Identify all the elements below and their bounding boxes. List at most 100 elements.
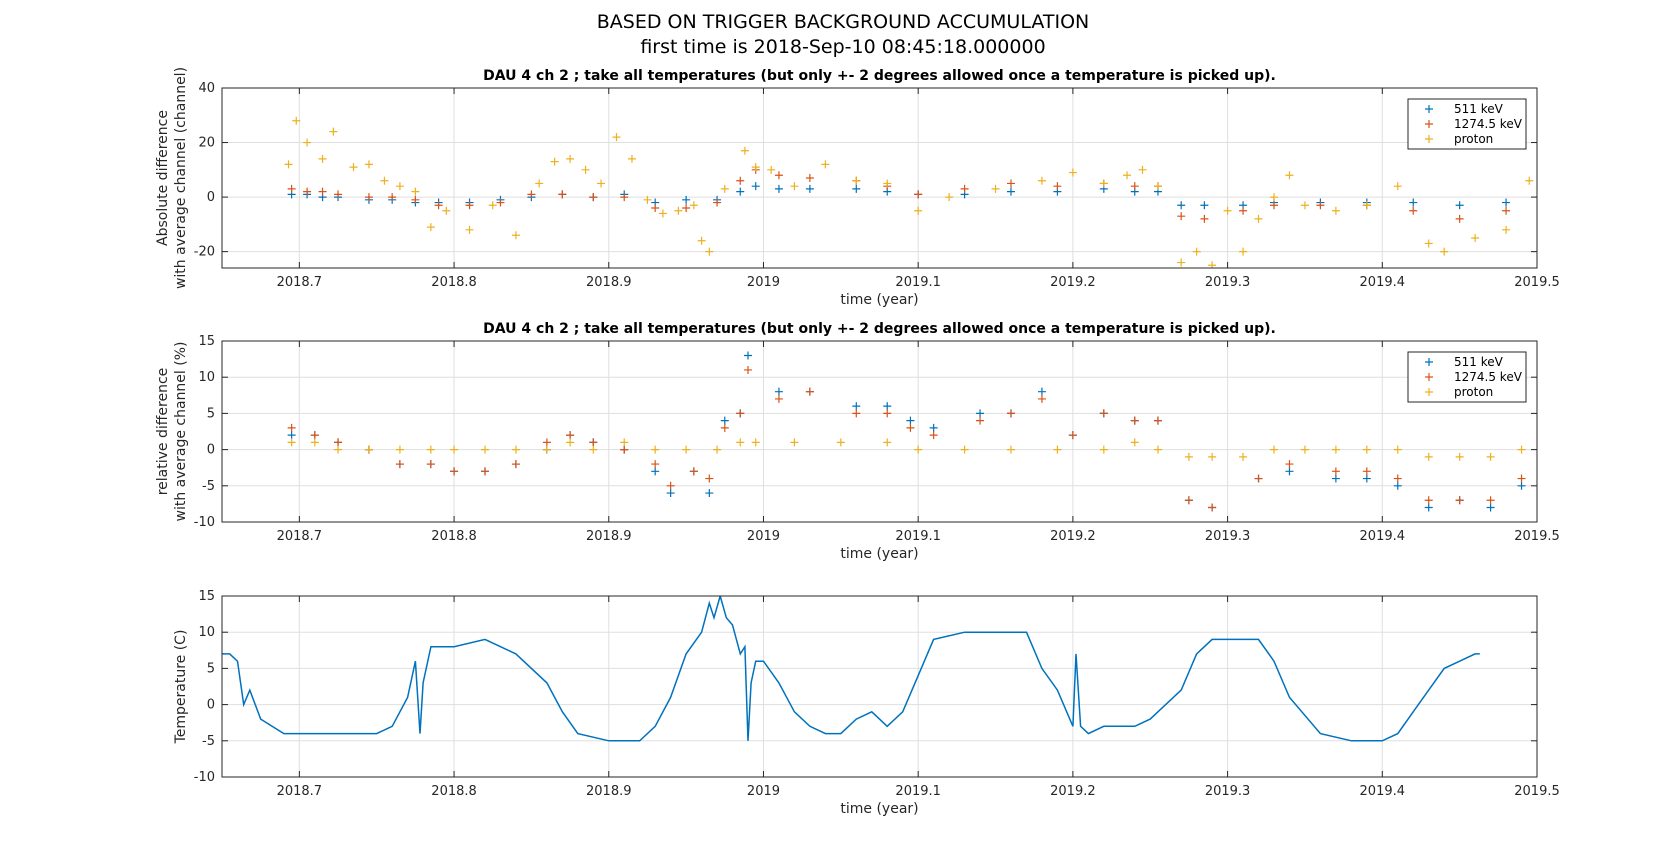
data-point [1424,239,1433,248]
x-tick-label: 2019.1 [895,275,941,290]
x-tick-label: 2019.4 [1360,275,1406,290]
data-point [1424,503,1433,512]
data-point [1208,503,1217,512]
y-tick-label: 0 [207,698,215,713]
data-point [1440,247,1449,256]
data-point [395,460,404,469]
data-point [1153,182,1162,191]
data-point [334,438,343,447]
data-point [612,133,621,142]
axes-box [221,595,1538,778]
data-point [713,198,722,207]
data-point [751,182,760,191]
data-point [411,187,420,196]
data-point [689,201,698,210]
series-2 [287,165,1511,223]
data-point [1099,179,1108,188]
data-point [388,193,397,202]
x-tick-label: 2018.9 [586,784,632,799]
legend-marker [1425,120,1433,128]
data-point [1331,445,1340,454]
data-point [1254,214,1263,223]
data-point [1486,496,1495,505]
figure-title-line2: first time is 2018-Sep-10 08:45:18.00000… [640,36,1045,58]
data-point [1517,445,1526,454]
data-point [1393,474,1402,483]
data-point [1099,445,1108,454]
data-point [960,184,969,193]
data-point [292,116,301,125]
data-point [481,445,489,454]
y-tick-label: 20 [198,136,215,151]
data-point [287,431,296,440]
data-point [643,195,652,204]
data-point [1068,431,1077,440]
x-tick-label: 2019.5 [1514,275,1560,290]
series-3 [287,438,1526,461]
series-1 [222,596,1480,742]
data-point [751,438,760,447]
data-point [1270,193,1278,202]
data-point [682,445,691,454]
data-point [434,201,443,210]
data-point [620,438,629,447]
legend-label: 1274.5 keV [1454,370,1523,384]
data-point [597,179,606,188]
y-tick-label: -10 [194,770,215,785]
x-tick-label: 2019.4 [1360,784,1406,799]
data-point [542,438,551,447]
data-point [465,225,474,234]
data-point [1053,182,1062,191]
data-point [1177,212,1186,221]
data-point [310,431,319,440]
data-point [1270,201,1278,210]
y-axis-label-line2: with average channel (%) [173,342,189,522]
panel-1: 2018.7 2018.8 2018.9 2019 2019.1 2019.2 2019.3… [155,67,1560,308]
data-point [287,423,296,432]
data-point [1362,467,1371,476]
data-point [284,160,293,169]
x-tick-label: 2018.8 [431,784,477,799]
data-point [511,445,520,454]
x-tick-label: 2019.2 [1050,529,1096,544]
data-point [329,127,338,136]
y-tick-label: 10 [198,625,215,640]
data-point [805,174,814,182]
data-point [751,163,760,172]
x-tick-label: 2019.5 [1514,784,1560,799]
legend-marker [1425,358,1433,366]
data-point [736,438,745,447]
y-tick-label: -5 [202,479,215,494]
data-point [1037,394,1046,403]
data-point [991,184,1000,193]
x-tick-label: 2019.2 [1050,784,1096,799]
data-point [442,206,451,215]
data-point [767,165,776,174]
panel-title: DAU 4 ch 2 ; take all temperatures (but … [483,68,1276,84]
plot-area [222,88,1537,268]
data-point [318,187,327,196]
data-point [1424,452,1433,461]
data-point [1200,214,1209,223]
x-tick-label: 2019.5 [1514,529,1560,544]
data-point [1177,201,1186,210]
data-point [465,201,474,210]
data-point [1053,445,1062,454]
data-point [1099,409,1108,418]
data-point [689,467,698,476]
data-point [805,184,814,193]
data-point [852,409,861,418]
data-point [1424,496,1433,505]
data-point [976,409,985,418]
x-tick-label: 2018.9 [586,529,632,544]
data-point [1270,445,1278,454]
legend-marker [1425,388,1433,396]
data-point [411,195,420,204]
data-point [1192,247,1201,256]
data-point [960,445,969,454]
data-point [651,204,660,212]
data-point [1285,460,1294,469]
data-point [1502,198,1511,207]
